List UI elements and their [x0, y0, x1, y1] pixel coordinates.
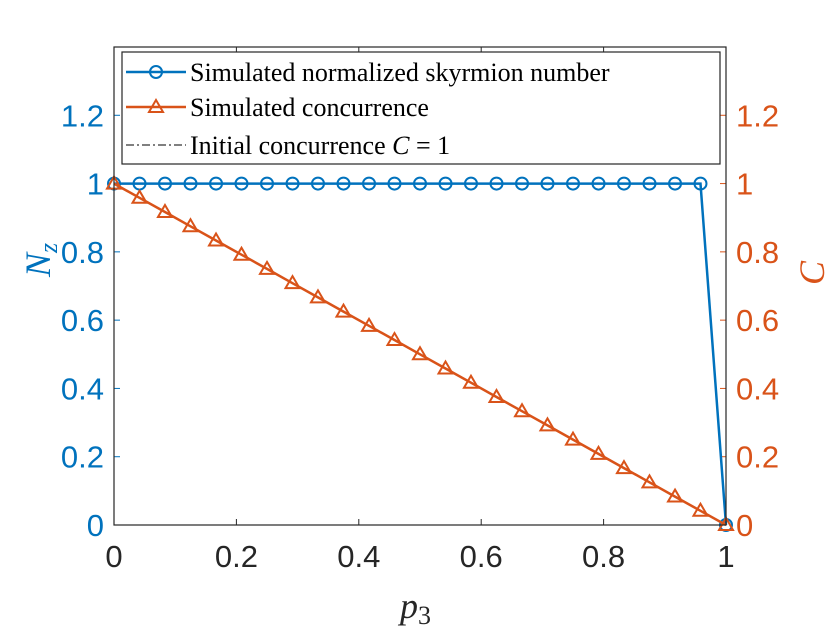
data-point-circle [209, 176, 224, 191]
data-point-circle [463, 176, 478, 191]
axis-ticks: 0 0.2 0.4 0.6 0.8 100.20.40.60.811.200.20.40.… [61, 47, 779, 574]
data-point-triangle [334, 302, 353, 318]
x-axis-label: p3 [397, 586, 431, 630]
y-right-tick-label: 0 [736, 508, 753, 543]
data-point-circle [387, 176, 402, 191]
series-line-0 [114, 182, 728, 526]
data-point-triangle [487, 387, 506, 403]
data-point-triangle [666, 487, 684, 503]
data-point-triangle [513, 402, 531, 418]
y-left-tick-label: 0.4 [61, 371, 104, 406]
y-left-tick-label: 0.8 [61, 235, 104, 270]
data-point-triangle [232, 245, 251, 261]
data-point-circle [336, 176, 351, 191]
data-point-triangle [360, 316, 378, 332]
legend-entry-concurrence: Simulated concurrence [190, 93, 429, 122]
y-right-tick-label: 1.2 [736, 98, 779, 133]
legend-marker-triangle-icon [147, 98, 165, 113]
legend: Simulated normalized skyrmion number Sim… [121, 51, 721, 165]
data-point-triangle [640, 473, 659, 489]
data-point-circle [183, 176, 198, 191]
data-point-circle [413, 176, 427, 191]
data-point-triangle [258, 259, 276, 275]
y-left-tick-label: 1.2 [61, 98, 104, 133]
data-point-triangle [462, 373, 480, 389]
series-line-1 [113, 182, 727, 527]
x-tick-label: 1 [717, 539, 734, 574]
data-point-triangle [156, 203, 174, 219]
data-point-circle [310, 176, 325, 191]
y-axis-left-label: Nz [18, 243, 63, 278]
y-left-tick-label: 0.2 [61, 440, 104, 475]
x-tick-label: 0.8 [582, 539, 625, 574]
data-point-circle [362, 176, 377, 191]
y-right-tick-label: 0.6 [736, 303, 779, 338]
data-point-circle [668, 176, 683, 191]
y-right-tick-label: 0.4 [736, 371, 779, 406]
data-point-triangle [615, 459, 633, 475]
y-left-tick-label: 0 [87, 508, 104, 543]
y-left-tick-label: 0.6 [61, 303, 104, 338]
legend-box [121, 51, 721, 165]
data-point-circle [540, 176, 555, 191]
data-point-triangle [181, 217, 200, 233]
data-point-triangle [385, 331, 404, 347]
plot-frame [113, 46, 727, 526]
data-point-triangle [691, 501, 710, 517]
legend-entry-skyrmion: Simulated normalized skyrmion number [190, 58, 610, 87]
data-point-circle [438, 176, 453, 191]
data-point-circle [642, 176, 657, 191]
data-point-triangle [538, 416, 557, 432]
data-point-circle [616, 176, 631, 191]
data-point-circle [489, 176, 504, 191]
data-point-circle [566, 176, 580, 191]
data-point-circle [234, 176, 249, 191]
data-point-circle [591, 176, 606, 191]
y-right-tick-label: 1 [736, 167, 753, 202]
y-axis-right-label: C [792, 260, 832, 285]
data-point-triangle [589, 444, 608, 460]
data-point-triangle [564, 430, 582, 446]
x-tick-label: 0.2 [215, 539, 258, 574]
data-point-circle [515, 176, 530, 191]
legend-entry-initial: Initial concurrence C = 1 [190, 131, 450, 160]
data-point-triangle [130, 188, 149, 204]
y-left-tick-label: 1 [87, 167, 104, 202]
y-right-tick-label: 0.8 [736, 235, 779, 270]
data-point-circle [260, 176, 274, 191]
x-tick-label: 0.6 [460, 539, 503, 574]
x-tick-label: 0.4 [337, 539, 380, 574]
y-right-tick-label: 0.2 [736, 440, 779, 475]
data-point-triangle [411, 345, 429, 361]
legend-marker-circle-icon [149, 65, 163, 79]
data-point-triangle [309, 288, 327, 304]
data-point-triangle [283, 274, 302, 290]
data-point-circle [285, 176, 300, 191]
data-point-circle [157, 176, 172, 191]
data-point-circle [693, 176, 708, 191]
data-point-triangle [436, 359, 455, 375]
x-tick-label: 0 [105, 539, 122, 574]
series-layer [105, 174, 735, 532]
data-point-triangle [717, 516, 735, 531]
data-point-triangle [207, 231, 225, 247]
